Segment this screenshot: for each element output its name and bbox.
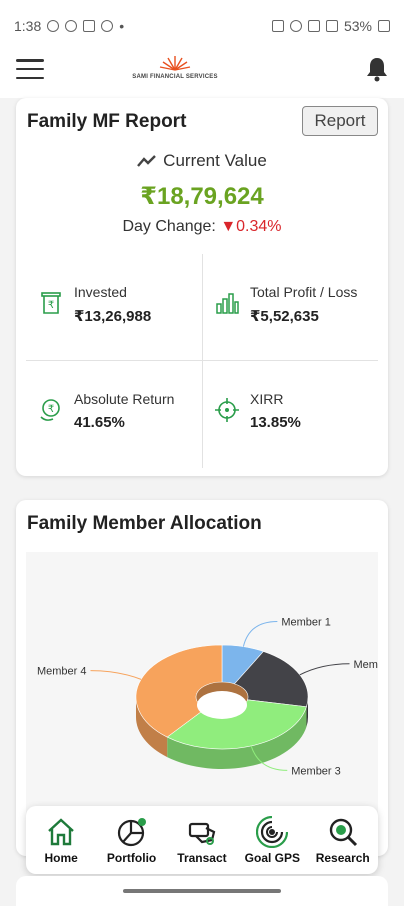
report-button[interactable]: Report (302, 106, 378, 136)
nav-transact[interactable]: Transact (169, 816, 235, 865)
pie-label-3: Member 3 (291, 765, 341, 777)
svg-text:₹: ₹ (48, 404, 54, 415)
nav-home[interactable]: Home (28, 816, 94, 865)
stat-total-profit-loss: Total Profit / Loss ₹5,52,635 (214, 284, 357, 325)
transact-icon (188, 822, 216, 845)
brand-name: SAMI FINANCIAL SERVICES (132, 74, 218, 80)
cellular-icon (325, 20, 338, 32)
stat-value: ₹13,26,988 (74, 308, 152, 325)
home-indicator[interactable] (123, 889, 281, 893)
app-bar: SAMI FINANCIAL SERVICES (0, 40, 404, 98)
notes-icon (83, 20, 96, 32)
stat-value: 41.65% (74, 414, 125, 431)
nav-portfolio[interactable]: Portfolio (99, 816, 165, 865)
pie-slice-4 (135, 644, 223, 738)
network-speed-icon (271, 20, 284, 32)
stat-label: Invested (74, 284, 127, 300)
pie-label-1: Member 1 (281, 616, 331, 628)
nav-label: Transact (177, 850, 227, 865)
family-member-allocation-card: Family Member Allocation Member 1Member … (16, 500, 403, 856)
report-card-title: Family MF Report (27, 111, 187, 132)
svg-text:₹: ₹ (48, 300, 54, 311)
signal-icon (307, 20, 320, 32)
bell-icon[interactable] (366, 56, 388, 82)
pie-slice-side-3 (167, 706, 307, 769)
nav-label: Portfolio (106, 850, 157, 865)
brand-logo: SAMI FINANCIAL SERVICES (130, 52, 220, 82)
nav-label: Home (44, 850, 78, 865)
bar-chart-icon (216, 293, 239, 314)
day-change: Day Change: ▼0.34% (16, 218, 388, 236)
pie-connector-4 (90, 670, 142, 680)
pie-slice-2 (233, 651, 309, 708)
pie-label-2: Member 2 (354, 659, 378, 671)
goal-gps-icon (256, 815, 289, 848)
nav-label: Research (315, 850, 370, 865)
allocation-chart-area: Member 1 Member 2 Member 3 Member 4 (26, 552, 403, 852)
day-change-value: 0.34% (236, 218, 282, 235)
nav-label: Goal GPS (244, 850, 301, 865)
alarm-icon (289, 20, 302, 32)
nav-research[interactable]: Research (310, 816, 376, 865)
pie-slice-side-2 (306, 697, 308, 727)
menu-icon[interactable] (16, 59, 44, 79)
current-value: ₹18,79,624 (140, 183, 264, 210)
status-time: 1:38 (14, 18, 42, 34)
crosshair-icon (215, 398, 239, 422)
grid-divider-horizontal (26, 360, 378, 361)
allocation-card-title: Family Member Allocation (27, 513, 262, 534)
stat-label: Total Profit / Loss (250, 284, 358, 300)
whatsapp-business-icon (65, 20, 78, 32)
rupee-coin-icon: ₹ (40, 399, 60, 421)
stat-value: ₹5,52,635 (250, 308, 319, 325)
battery-percent: 53% (343, 18, 372, 34)
stat-label: XIRR (250, 391, 284, 407)
pie-label-4: Member 4 (37, 666, 87, 678)
stat-invested: ₹ Invested ₹13,26,988 (38, 284, 151, 325)
trend-icon (137, 155, 157, 167)
current-value-label: Current Value (163, 151, 267, 170)
app-notification-icon (101, 20, 114, 32)
grid-divider-vertical (202, 254, 203, 468)
day-change-label: Day Change: (122, 218, 216, 235)
nav-goal-gps[interactable]: Goal GPS (239, 815, 305, 865)
portfolio-icon (117, 817, 146, 846)
pie-connector-2 (299, 663, 350, 676)
pie-hole (197, 691, 247, 719)
research-icon (329, 818, 357, 846)
pie-connector-3 (250, 745, 288, 771)
stat-xirr: XIRR 13.85% (214, 391, 301, 431)
invest-icon: ₹ (41, 292, 61, 314)
stat-value: 13.85% (250, 414, 301, 431)
whatsapp-icon (47, 20, 60, 32)
bottom-nav: Home Portfolio Transact Goal GPS (26, 806, 378, 874)
down-arrow-icon: ▼ (220, 218, 237, 235)
family-mf-report-card: Family MF Report Report Current Value ₹1… (16, 98, 388, 476)
pie-connector-1 (242, 620, 278, 647)
stat-label: Absolute Return (74, 391, 175, 407)
stat-absolute-return: ₹ Absolute Return 41.65% (38, 391, 174, 431)
current-value-label-row: Current Value (16, 151, 388, 171)
home-icon (48, 817, 74, 845)
battery-icon (378, 20, 390, 32)
more-notifications-dot: • (119, 18, 125, 34)
